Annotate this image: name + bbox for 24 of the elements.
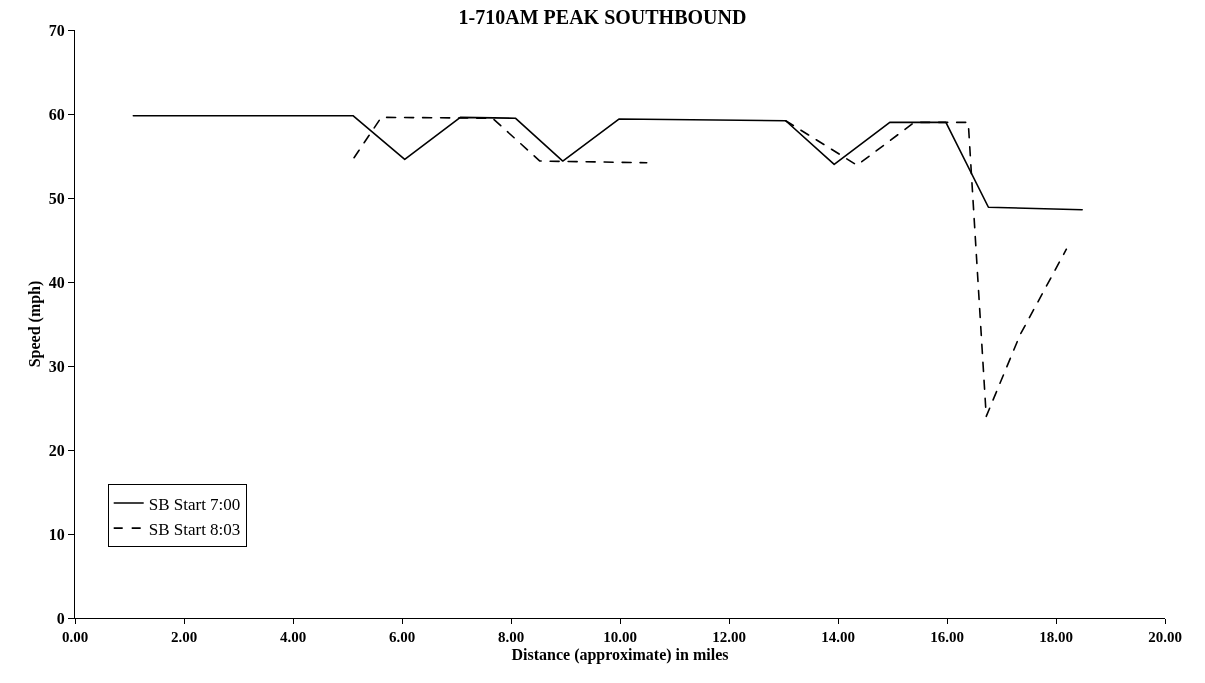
x-axis-title: Distance (approximate) in miles: [511, 645, 729, 664]
x-tick-label: 2.00: [170, 629, 198, 645]
chart-title: 1-710AM PEAK SOUTHBOUND: [458, 6, 747, 29]
y-tick-label: 70: [48, 21, 65, 39]
y-tick-label: 0: [56, 609, 65, 627]
y-tick-label: 10: [48, 525, 65, 543]
y-axis-title: Speed (mph): [25, 280, 44, 368]
x-tick-label: 4.00: [279, 629, 307, 645]
x-tick-label: 12.00: [712, 629, 746, 645]
y-tick-label: 20: [48, 441, 65, 459]
y-tick-label: 50: [48, 189, 65, 207]
x-tick-label: 6.00: [388, 629, 416, 645]
x-tick-label: 14.00: [821, 629, 855, 645]
x-tick-label: 18.00: [1039, 629, 1073, 645]
x-tick-label: 8.00: [497, 629, 525, 645]
x-tick-label: 0.00: [61, 629, 89, 645]
y-tick-label: 30: [48, 357, 65, 375]
legend-label: SB Start 7:00: [148, 494, 241, 514]
y-tick-label: 40: [48, 273, 65, 291]
x-tick-label: 16.00: [930, 629, 964, 645]
x-tick-label: 10.00: [603, 629, 637, 645]
legend-label: SB Start 8:03: [148, 519, 241, 539]
x-tick-label: 20.00: [1148, 629, 1182, 645]
y-tick-label: 60: [48, 105, 65, 123]
